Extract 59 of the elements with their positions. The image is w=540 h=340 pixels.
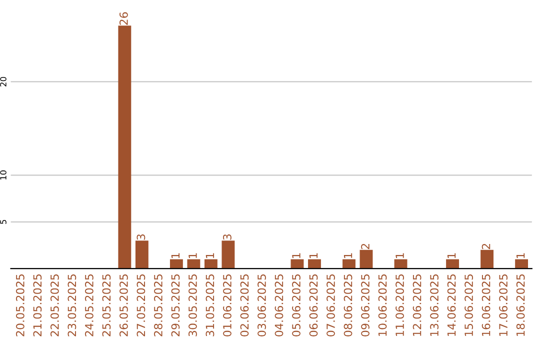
x-tick-label: 21.05.2025 [33,274,42,336]
x-tick-label: 18.06.2025 [516,274,525,336]
bar [135,240,148,269]
x-tick-label: 30.05.2025 [188,274,197,336]
x-tick-label: 11.06.2025 [396,274,404,336]
x-tick-label: 16.06.2025 [482,274,490,336]
data-label: 2 [482,244,490,250]
bar [187,259,200,269]
y-tick-label: 5 [0,220,6,224]
bar [222,240,235,269]
x-tick-label: 14.06.2025 [447,274,456,336]
bar [118,26,132,269]
y-tick-label: 10 [0,170,6,180]
data-label: 3 [223,234,232,240]
bar [360,250,373,269]
bar [480,250,494,269]
x-tick-label: 06.06.2025 [309,274,318,336]
x-tick-label: 03.06.2025 [258,274,266,336]
data-label: 1 [516,253,525,258]
x-tick-label: 25.05.2025 [102,274,111,336]
data-label: 3 [136,234,146,240]
data-label: 1 [206,253,214,258]
bar [342,259,356,269]
x-tick-label: 05.06.2025 [292,274,300,336]
x-tick-label: 22.05.2025 [50,274,59,336]
bar [446,259,459,269]
x-tick-label: 07.06.2025 [326,274,335,336]
x-tick-label: 27.05.2025 [136,274,146,336]
x-tick-label: 24.05.2025 [84,274,94,336]
x-tick-label: 13.06.2025 [430,274,438,336]
bar [515,259,528,269]
x-tick-label: 20.05.2025 [16,274,24,336]
data-label: 1 [447,253,456,258]
data-label: 1 [344,253,352,258]
x-tick-label: 12.06.2025 [412,274,422,336]
x-tick-label: 23.05.2025 [68,274,76,336]
data-label: 1 [292,253,300,258]
data-label: 2 [361,244,370,250]
x-tick-label: 15.06.2025 [464,274,474,336]
bar [204,259,218,269]
data-label: 1 [309,253,318,258]
x-tick-label: 29.05.2025 [171,274,180,336]
data-label: 1 [171,253,180,258]
x-tick-label: 01.06.2025 [223,274,232,336]
x-tick-label: 28.05.2025 [154,274,162,336]
x-tick-label: 08.06.2025 [344,274,352,336]
x-tick-label: 09.06.2025 [361,274,370,336]
x-tick-label: 04.06.2025 [274,274,284,336]
data-label: 26 [120,12,128,25]
x-tick-label: 02.06.2025 [240,274,249,336]
data-label: 1 [396,253,404,258]
bar [308,259,321,269]
x-tick-label: 26.05.2025 [120,274,128,336]
data-label: 1 [188,253,197,258]
y-tick-label: 20 [0,76,6,86]
x-tick-label: 10.06.2025 [378,274,387,336]
x-tick-label: 31.05.2025 [206,274,214,336]
x-tick-label: 17.06.2025 [499,274,508,336]
bar [170,259,183,269]
